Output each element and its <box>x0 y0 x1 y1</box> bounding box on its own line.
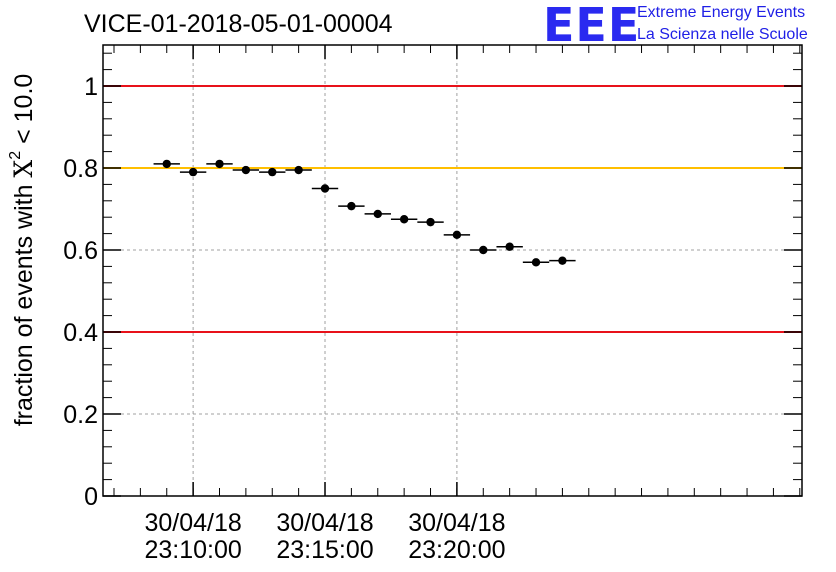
reference-lines <box>103 85 802 333</box>
grid-layer <box>103 45 802 496</box>
y-axis-label: fraction of events with Χ2 < 10.0 <box>7 74 38 427</box>
y-tick-label: 1 <box>84 73 98 101</box>
logo-text-line1: Extreme Energy Events <box>637 4 806 21</box>
x-tick-label-time: 23:15:00 <box>276 536 373 564</box>
data-point <box>399 215 409 224</box>
data-point <box>452 230 462 240</box>
y-axis-label-tail: < 10.0 <box>10 74 38 151</box>
data-point <box>426 217 435 227</box>
data-point <box>241 165 251 175</box>
data-point <box>479 245 488 255</box>
x-tick-label-time: 23:20:00 <box>408 536 505 564</box>
data-point <box>347 201 356 211</box>
data-point <box>320 184 330 193</box>
data-point <box>294 165 303 175</box>
data-point <box>505 242 514 251</box>
data-point <box>531 258 541 267</box>
x-tick-label-date: 30/04/18 <box>408 509 505 537</box>
y-tick-label: 0.8 <box>63 155 98 183</box>
y-tick-label: 0.6 <box>63 237 98 265</box>
data-point <box>373 209 382 219</box>
y-tick-label: 0.2 <box>63 401 98 429</box>
x-tick-label-date: 30/04/18 <box>276 509 373 537</box>
plot-frame <box>102 44 803 497</box>
chart-title: VICE-01-2018-05-01-00004 <box>84 10 393 38</box>
y-axis-label-sup: 2 <box>7 151 24 160</box>
eee-logo: EEE Extreme Energy Events La Scienza nel… <box>543 0 833 52</box>
y-tick-label: 0 <box>84 483 98 511</box>
axes: 00.20.40.60.8130/04/1823:10:0030/04/1823… <box>63 45 802 564</box>
x-tick-label-time: 23:10:00 <box>144 536 241 564</box>
logo-text-line2: La Scienza nelle Scuole <box>637 26 808 43</box>
data-point <box>215 159 224 169</box>
x-tick-label-date: 30/04/18 <box>144 509 241 537</box>
eee-logo-mark: EEE <box>543 0 641 52</box>
data-point <box>558 256 567 265</box>
data-point <box>268 167 277 177</box>
y-tick-label: 0.4 <box>63 319 98 347</box>
data-point <box>188 167 198 177</box>
data-point <box>162 159 171 169</box>
data-points <box>153 159 576 267</box>
y-axis-label-chi: Χ <box>9 160 38 178</box>
y-axis-label-main: fraction of events with <box>10 178 38 427</box>
